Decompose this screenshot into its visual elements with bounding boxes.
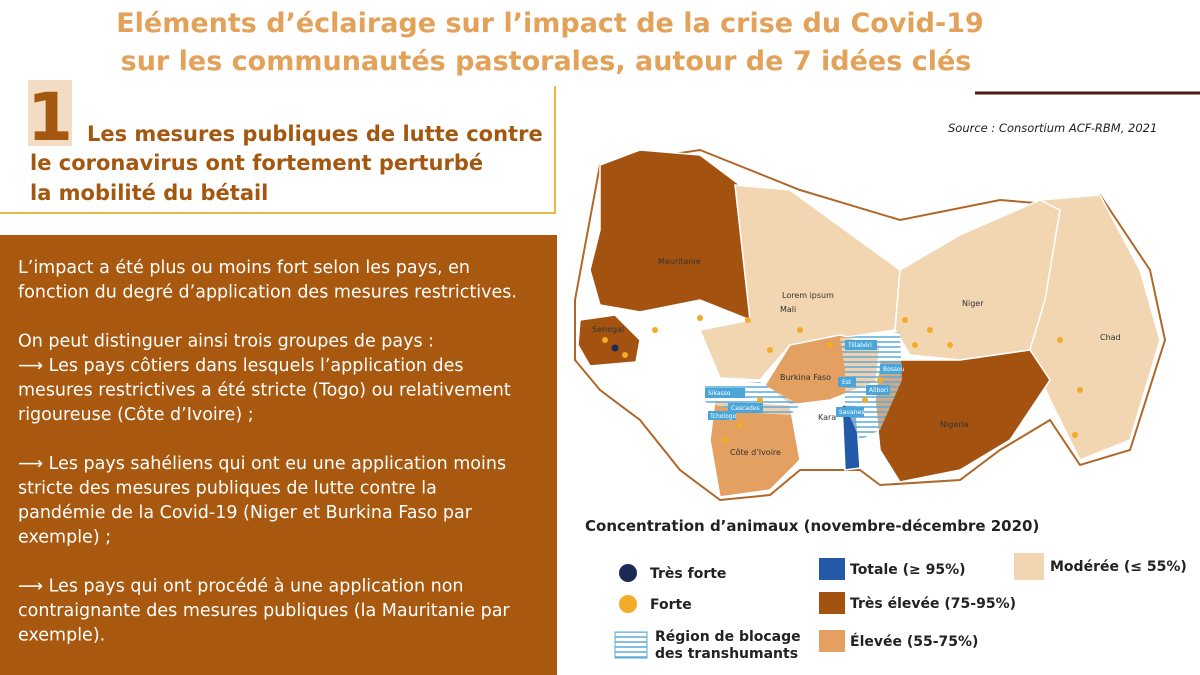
title-line: Eléments d’éclairage sur l’impact de la … (116, 8, 984, 39)
label-box (705, 388, 745, 398)
body-line: rigoureuse (Côte d’Ivoire) ; (18, 405, 254, 425)
body-text: L’impact a été plus ou moins fort selon … (18, 258, 517, 646)
legend-swatch (819, 630, 845, 652)
legend-label: Élevée (55-75%) (850, 633, 978, 650)
body-line: L’impact a été plus ou moins fort selon … (18, 258, 470, 278)
map-label: Mauritanie (658, 257, 701, 266)
body-line: exemple) ; (18, 528, 111, 548)
map-label: Savanes (839, 409, 864, 416)
body-line: contraignante des mesures publiques (la … (18, 601, 510, 621)
legend-label: Très élevée (75-95%) (850, 596, 1016, 612)
body-line: On peut distinguer ainsi trois groupes d… (18, 332, 434, 352)
legend-label-line: des transhumants (655, 646, 798, 662)
dots (602, 315, 1083, 443)
map-label: Alibori (869, 387, 888, 394)
map-label: Tillabéri (847, 342, 872, 349)
label-box (845, 340, 877, 350)
label-box (708, 411, 736, 420)
map-label: Niger (962, 299, 984, 308)
legend-label: Très forte (650, 566, 726, 582)
map-label: Nigeria (940, 420, 969, 429)
label-box (728, 403, 763, 413)
legend-swatch (1014, 553, 1044, 580)
heading-line: la mobilité du bétail (30, 181, 268, 205)
map-label: Mali (780, 305, 796, 314)
section-number: 1 (27, 79, 73, 156)
legend-swatch (819, 558, 845, 580)
map-label: Senegal (592, 325, 624, 334)
label-box (880, 364, 902, 374)
map-label: Burkina Faso (780, 373, 831, 382)
map-label: Côte d’Ivoire (730, 447, 781, 457)
map-label: Sikasso (708, 390, 731, 397)
text-panel (0, 235, 557, 675)
legend-label: Modérée (≤ 55%) (1050, 559, 1187, 575)
body-line: ⟶ Les pays qui ont procédé à une applica… (18, 577, 464, 597)
body-line: stricte des mesures publiques de lutte c… (18, 479, 437, 499)
source: Source : Consortium ACF-RBM, 2021 (948, 121, 1157, 135)
legend-swatch (619, 595, 637, 613)
country (1029, 194, 1161, 461)
number-box (28, 80, 72, 146)
body-line: fonction du degré d’application des mesu… (18, 283, 517, 303)
label-box (866, 385, 890, 395)
legend-title: Concentration d’animaux (novembre-décemb… (585, 517, 1039, 535)
label-box (838, 377, 856, 387)
label-box (836, 407, 864, 417)
heading-line: le coronavirus ont fortement perturbé (30, 151, 483, 175)
legend-swatch (614, 631, 648, 659)
map-label: Cascades (731, 405, 760, 412)
map-label: Tchologo (709, 413, 737, 420)
legend-swatch (619, 564, 637, 582)
legend-label: Forte (650, 597, 692, 613)
legend-swatch (819, 592, 845, 614)
map-label: Chad (1100, 333, 1121, 342)
dot (611, 344, 619, 352)
map-label: Kara (818, 413, 836, 422)
map (574, 148, 1167, 502)
legend-label: Région de blocage des transhumants (655, 629, 801, 662)
map-label: Est (842, 379, 852, 386)
body-line: exemple). (18, 626, 105, 646)
title-line: sur les communautés pastorales, autour d… (121, 46, 972, 77)
heading-line: Les mesures publiques de lutte contre (87, 122, 543, 146)
map-label: Lorem ipsum (782, 291, 834, 300)
map-label: Bossou (883, 366, 905, 373)
body-line: pandémie de la Covid-19 (Niger et Burkin… (18, 503, 473, 523)
legend-label: Totale (≥ 95%) (850, 562, 966, 578)
legend: Très forte Forte Région de blocage des tran… (650, 559, 1187, 662)
map-labels: Mauritanie Mali Lorem ipsum Niger Chad Senega… (592, 257, 1121, 457)
body-line: ⟶ Les pays côtiers dans lesquels l’appli… (18, 356, 463, 376)
body-line: mesures restrictives a été stricte (Togo… (18, 381, 511, 401)
body-line: ⟶ Les pays sahéliens qui ont eu une appl… (18, 454, 506, 474)
country (589, 149, 751, 322)
legend-label-line: Région de blocage (655, 629, 801, 645)
